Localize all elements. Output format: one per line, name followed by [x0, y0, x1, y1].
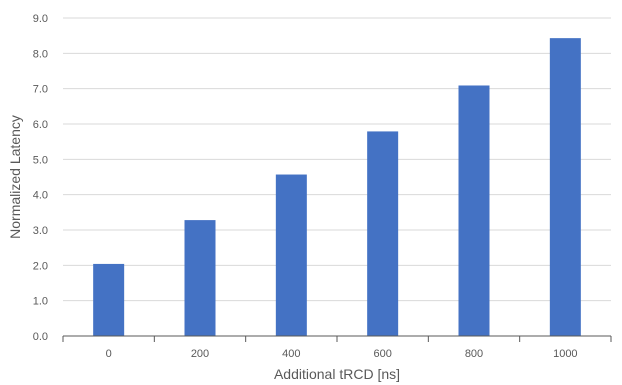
y-tick-label: 9.0 [33, 13, 48, 25]
x-tick-label: 800 [465, 348, 483, 360]
bar [93, 263, 125, 336]
x-tick-label: 1000 [553, 348, 577, 360]
y-tick-label: 1.0 [33, 296, 48, 308]
bar [458, 85, 490, 336]
bar [184, 220, 216, 336]
gridlines [63, 17, 611, 302]
bar [367, 131, 399, 336]
y-tick-label: 6.0 [33, 119, 48, 131]
x-axis: 0 200 400 600 800 1000 [62, 335, 612, 360]
y-tick-label: 7.0 [33, 84, 48, 96]
x-tick-label: 400 [282, 348, 300, 360]
bar [275, 174, 307, 336]
x-tick-label: 600 [373, 348, 391, 360]
x-axis-title: Additional tRCD [ns] [274, 366, 400, 382]
y-tick-label: 0.0 [33, 331, 48, 343]
y-tick-label: 3.0 [33, 225, 48, 237]
y-tick-labels: 0.0 1.0 2.0 3.0 4.0 5.0 6.0 7.0 8.0 9.0 [33, 13, 48, 343]
x-tick-label: 0 [106, 348, 112, 360]
y-axis-title: Normalized Latency [7, 115, 23, 239]
y-tick-label: 8.0 [33, 48, 48, 60]
y-tick-label: 5.0 [33, 154, 48, 166]
bars [93, 38, 581, 336]
y-tick-label: 4.0 [33, 190, 48, 202]
y-tick-label: 2.0 [33, 260, 48, 272]
bar [549, 38, 581, 336]
x-tick-label: 200 [191, 348, 209, 360]
